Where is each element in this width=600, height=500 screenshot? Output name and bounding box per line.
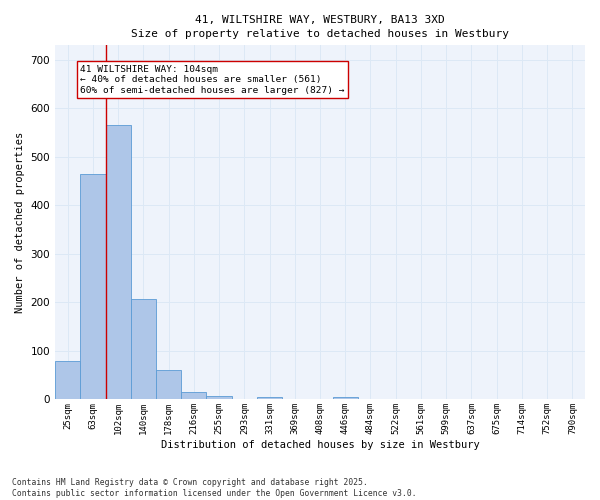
Y-axis label: Number of detached properties: Number of detached properties bbox=[15, 132, 25, 313]
Bar bbox=[80, 174, 106, 400]
X-axis label: Distribution of detached houses by size in Westbury: Distribution of detached houses by size … bbox=[161, 440, 479, 450]
Text: 41 WILTSHIRE WAY: 104sqm
← 40% of detached houses are smaller (561)
60% of semi-: 41 WILTSHIRE WAY: 104sqm ← 40% of detach… bbox=[80, 64, 345, 94]
Bar bbox=[181, 392, 206, 400]
Bar bbox=[206, 396, 232, 400]
Bar bbox=[55, 360, 80, 400]
Bar bbox=[131, 298, 156, 400]
Bar bbox=[257, 396, 282, 400]
Bar bbox=[106, 126, 131, 400]
Text: Contains HM Land Registry data © Crown copyright and database right 2025.
Contai: Contains HM Land Registry data © Crown c… bbox=[12, 478, 416, 498]
Bar bbox=[332, 397, 358, 400]
Title: 41, WILTSHIRE WAY, WESTBURY, BA13 3XD
Size of property relative to detached hous: 41, WILTSHIRE WAY, WESTBURY, BA13 3XD Si… bbox=[131, 15, 509, 39]
Bar bbox=[156, 370, 181, 400]
